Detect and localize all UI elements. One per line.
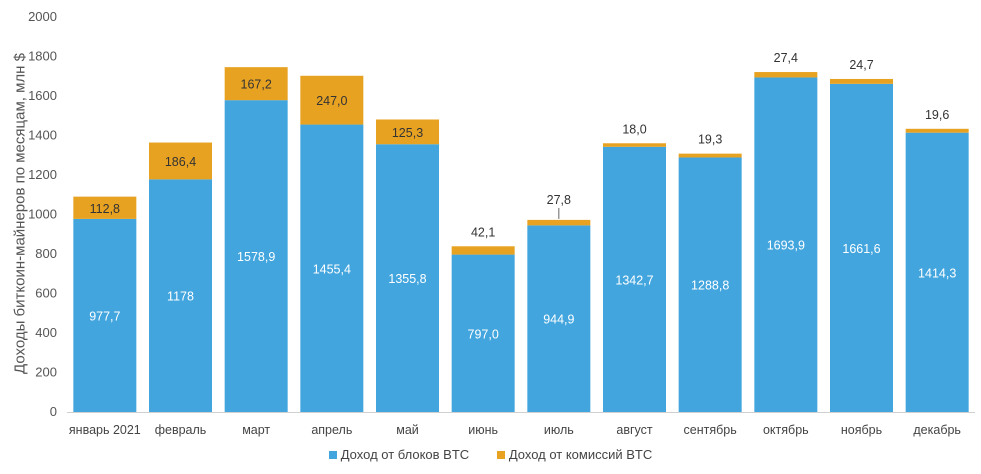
y-tick-label: 800 <box>35 246 57 261</box>
data-label-blocks: 1455,4 <box>313 262 351 276</box>
legend-item-blocks: Доход от блоков BTC <box>328 447 470 462</box>
x-tick-label: январь 2021 <box>69 423 141 437</box>
bar-blocks <box>376 144 439 413</box>
y-tick-label: 200 <box>35 365 57 380</box>
x-tick-label: август <box>616 423 653 437</box>
data-label-blocks: 977,7 <box>89 309 120 323</box>
data-label-fees: 112,8 <box>90 202 120 216</box>
bar-fees <box>754 72 818 78</box>
y-tick-label: 2000 <box>28 9 57 24</box>
bar-fees <box>300 75 364 125</box>
bar-blocks <box>678 157 742 412</box>
data-label-blocks: 1355,8 <box>388 272 426 286</box>
x-tick-label: май <box>396 423 419 437</box>
bar-blocks <box>73 218 137 412</box>
x-tick-label: март <box>242 423 270 437</box>
data-label-fees: 18,0 <box>622 122 646 136</box>
bar-blocks <box>300 124 364 412</box>
bar-blocks <box>527 225 591 412</box>
x-tick-label: ноябрь <box>841 423 882 437</box>
y-tick-label: 1200 <box>28 167 57 182</box>
x-tick-label: апрель <box>311 423 352 437</box>
data-label-fees: 19,6 <box>925 108 949 122</box>
y-axis-label: Доходы биткоин-майнеров по месяцам, млн … <box>11 53 29 374</box>
x-tick-label: июль <box>544 423 574 437</box>
y-tick-label: 1600 <box>28 88 57 103</box>
data-label-blocks: 1661,6 <box>842 242 880 256</box>
data-label-blocks: 797,0 <box>468 327 499 341</box>
y-tick-label: 0 <box>50 404 57 419</box>
legend-swatch <box>328 451 337 459</box>
data-label-blocks: 1288,8 <box>691 279 729 293</box>
bar-blocks <box>149 179 212 412</box>
legend: Доход от блоков BTC Доход от комиссий BT… <box>0 447 981 462</box>
legend-label: Доход от блоков BTC <box>340 447 470 462</box>
data-label-blocks: 944,9 <box>543 313 574 327</box>
x-tick-label: сентябрь <box>684 423 737 437</box>
bar-fees <box>451 246 515 255</box>
bar-fees <box>905 128 969 133</box>
data-label-fees: 24,7 <box>849 58 873 72</box>
data-label-fees: 125,3 <box>392 126 423 140</box>
data-label-fees: 247,0 <box>316 94 347 108</box>
legend-item-fees: Доход от комиссий BTC <box>496 447 653 462</box>
bar-fees <box>376 119 439 145</box>
x-tick-label: октябрь <box>763 423 809 437</box>
bar-fees <box>678 153 742 158</box>
legend-label: Доход от комиссий BTC <box>508 447 653 462</box>
bar-fees <box>224 67 288 101</box>
bar-fees <box>149 142 212 180</box>
data-label-blocks: 1578,9 <box>237 250 275 264</box>
data-label-blocks: 1693,9 <box>767 239 805 253</box>
bar-fees <box>527 219 591 226</box>
data-label-fees: 27,4 <box>774 51 798 65</box>
x-tick-label: февраль <box>155 423 207 437</box>
x-tick-label: декабрь <box>913 423 961 437</box>
y-tick-label: 1000 <box>28 207 57 222</box>
data-label-blocks: 1178 <box>167 290 194 304</box>
y-tick-label: 1800 <box>28 49 57 64</box>
bar-fees <box>73 196 137 219</box>
y-tick-label: 600 <box>35 286 57 301</box>
bar-blocks <box>224 100 288 413</box>
data-label-blocks: 1342,7 <box>615 273 653 287</box>
y-tick-label: 400 <box>35 325 57 340</box>
bar-fees <box>830 78 893 84</box>
bar-blocks <box>830 83 893 413</box>
bar-fees <box>603 143 666 147</box>
bar-blocks <box>754 77 818 413</box>
data-label-fees: 27,8 <box>547 193 571 207</box>
bar-blocks <box>905 132 969 412</box>
x-tick-label: июнь <box>468 423 498 437</box>
data-label-fees: 42,1 <box>471 225 495 239</box>
y-tick-label: 1400 <box>28 128 57 143</box>
data-label-fees: 167,2 <box>241 78 272 92</box>
bar-blocks <box>603 146 666 412</box>
data-label-blocks: 1414,3 <box>918 266 956 280</box>
bar-blocks <box>451 254 515 412</box>
legend-swatch <box>496 451 505 459</box>
data-label-fees: 186,4 <box>165 155 196 169</box>
data-label-fees: 19,3 <box>698 133 722 147</box>
